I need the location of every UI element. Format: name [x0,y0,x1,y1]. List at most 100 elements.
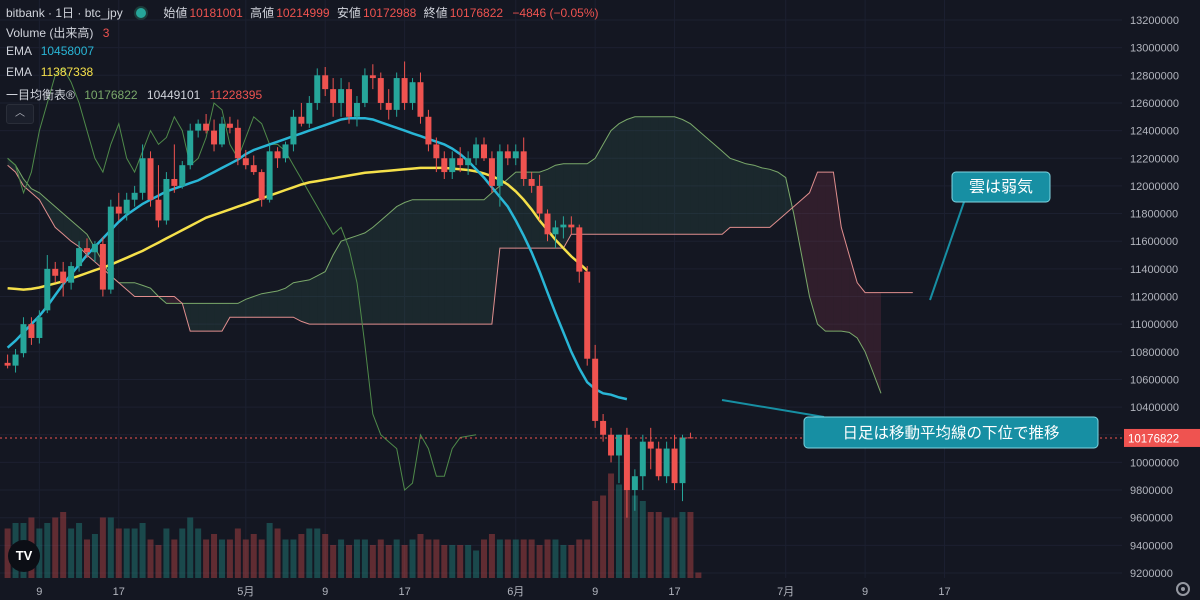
last-price-label: 10176822 [1128,433,1179,445]
candlestick [28,317,35,345]
candlestick [647,427,654,470]
volume-bar [179,528,186,578]
candle-body [473,144,480,159]
candlestick [544,209,551,242]
ichimoku-cloud-segment [31,188,40,200]
candle-body [433,144,440,159]
candle-body [211,130,218,145]
ichimoku-cloud-segment [515,172,524,249]
candle-body [171,178,178,186]
candlestick [465,151,472,175]
ichimoku-cloud-segment [817,172,826,332]
candle-body [615,434,622,456]
volume-bar [68,528,75,578]
candlestick [282,141,289,163]
candlestick [361,68,368,108]
settings-icon[interactable] [1176,582,1190,596]
ichimoku-cloud-segment [15,165,24,186]
ichimoku-cloud-segment [364,227,373,325]
high-label: 高値 [250,6,275,20]
callout-pointer [929,201,965,301]
candlestick [99,237,106,297]
close-label: 終値 [423,6,448,20]
y-tick-label: 10600000 [1130,374,1179,386]
candle-body [655,448,662,477]
candlestick [560,216,567,239]
ichimoku-cloud-segment [873,292,881,394]
candle-body [496,151,503,186]
ichimoku-cloud-segment [714,144,723,235]
y-tick-label: 13000000 [1130,43,1179,55]
candlestick [576,224,583,283]
ichimoku-legend[interactable]: 一目均衡表® 10176822 10449101 11228395 [6,86,262,103]
ichimoku-cloud-segment [436,199,445,325]
close-value: 10176822 [449,6,504,20]
ichimoku-cloud-segment [404,199,413,325]
candle-body [369,75,376,79]
y-tick-label: 11000000 [1130,319,1178,331]
symbol-name[interactable]: bitbank · 1日 · btc_jpy [6,6,123,20]
candle-body [234,127,241,159]
candle-body [330,89,337,103]
volume-bar [107,517,114,578]
candle-body [465,158,472,166]
ema-slow-legend[interactable]: EMA 11387338 [6,65,93,79]
volume-bar [552,539,559,578]
volume-bar [512,539,519,578]
chevron-up-icon[interactable]: ︿ [6,104,34,124]
candlestick [512,144,519,166]
candle-body [115,206,122,214]
candlestick [353,96,360,127]
ichimoku-cloud-segment [849,255,858,338]
volume-bar [496,539,503,578]
callout-box [951,171,1051,203]
ichimoku-cloud-segment [865,292,874,373]
candle-body [91,243,98,253]
candle-body [441,158,448,173]
ichimoku-cloud-segment [444,199,453,325]
volume-bar [242,539,249,578]
candle-body [250,165,257,173]
ema-fast-legend[interactable]: EMA 10458007 [6,44,94,58]
candle-body [68,266,75,283]
candle-body [536,185,543,214]
candle-body [338,89,345,103]
ichimoku-cloud-segment [634,116,643,235]
candle-body [544,213,551,235]
candlestick [314,68,321,110]
candlestick [115,192,122,221]
candle-body [282,144,289,159]
candlestick [481,137,487,162]
y-tick-label: 12600000 [1130,98,1179,110]
x-tick-label: 17 [668,586,680,598]
high-value: 10214999 [276,6,330,20]
candlestick [496,144,503,207]
candlestick [139,144,146,200]
symbol-header[interactable]: bitbank · 1日 · btc_jpy 始値 10181001 高値 1021… [6,4,598,21]
candle-body [99,243,106,290]
volume-bar [306,528,313,578]
volume-bar [457,545,464,578]
volume-bar [171,539,178,578]
candle-body [560,224,567,228]
candle-body [12,354,19,366]
volume-legend[interactable]: Volume (出来高) 3 [6,24,109,41]
candle-body [36,317,43,338]
ichimoku-cloud-segment [841,227,850,333]
low-label: 安値 [336,6,361,20]
tradingview-logo-icon[interactable]: TV [8,540,40,572]
ichimoku-cloud-segment [412,199,421,325]
volume-bar [409,539,416,578]
candlestick [655,441,662,481]
ichimoku-cloud-segment [595,144,604,235]
volume-bar [139,523,146,578]
candle-body [84,248,90,253]
candlestick [528,172,535,193]
candlestick [306,96,313,128]
ichimoku-value-2: 10449101 [146,88,201,102]
candle-body [409,82,416,103]
ichimoku-cloud-segment [269,290,278,318]
volume-bar [91,534,98,578]
